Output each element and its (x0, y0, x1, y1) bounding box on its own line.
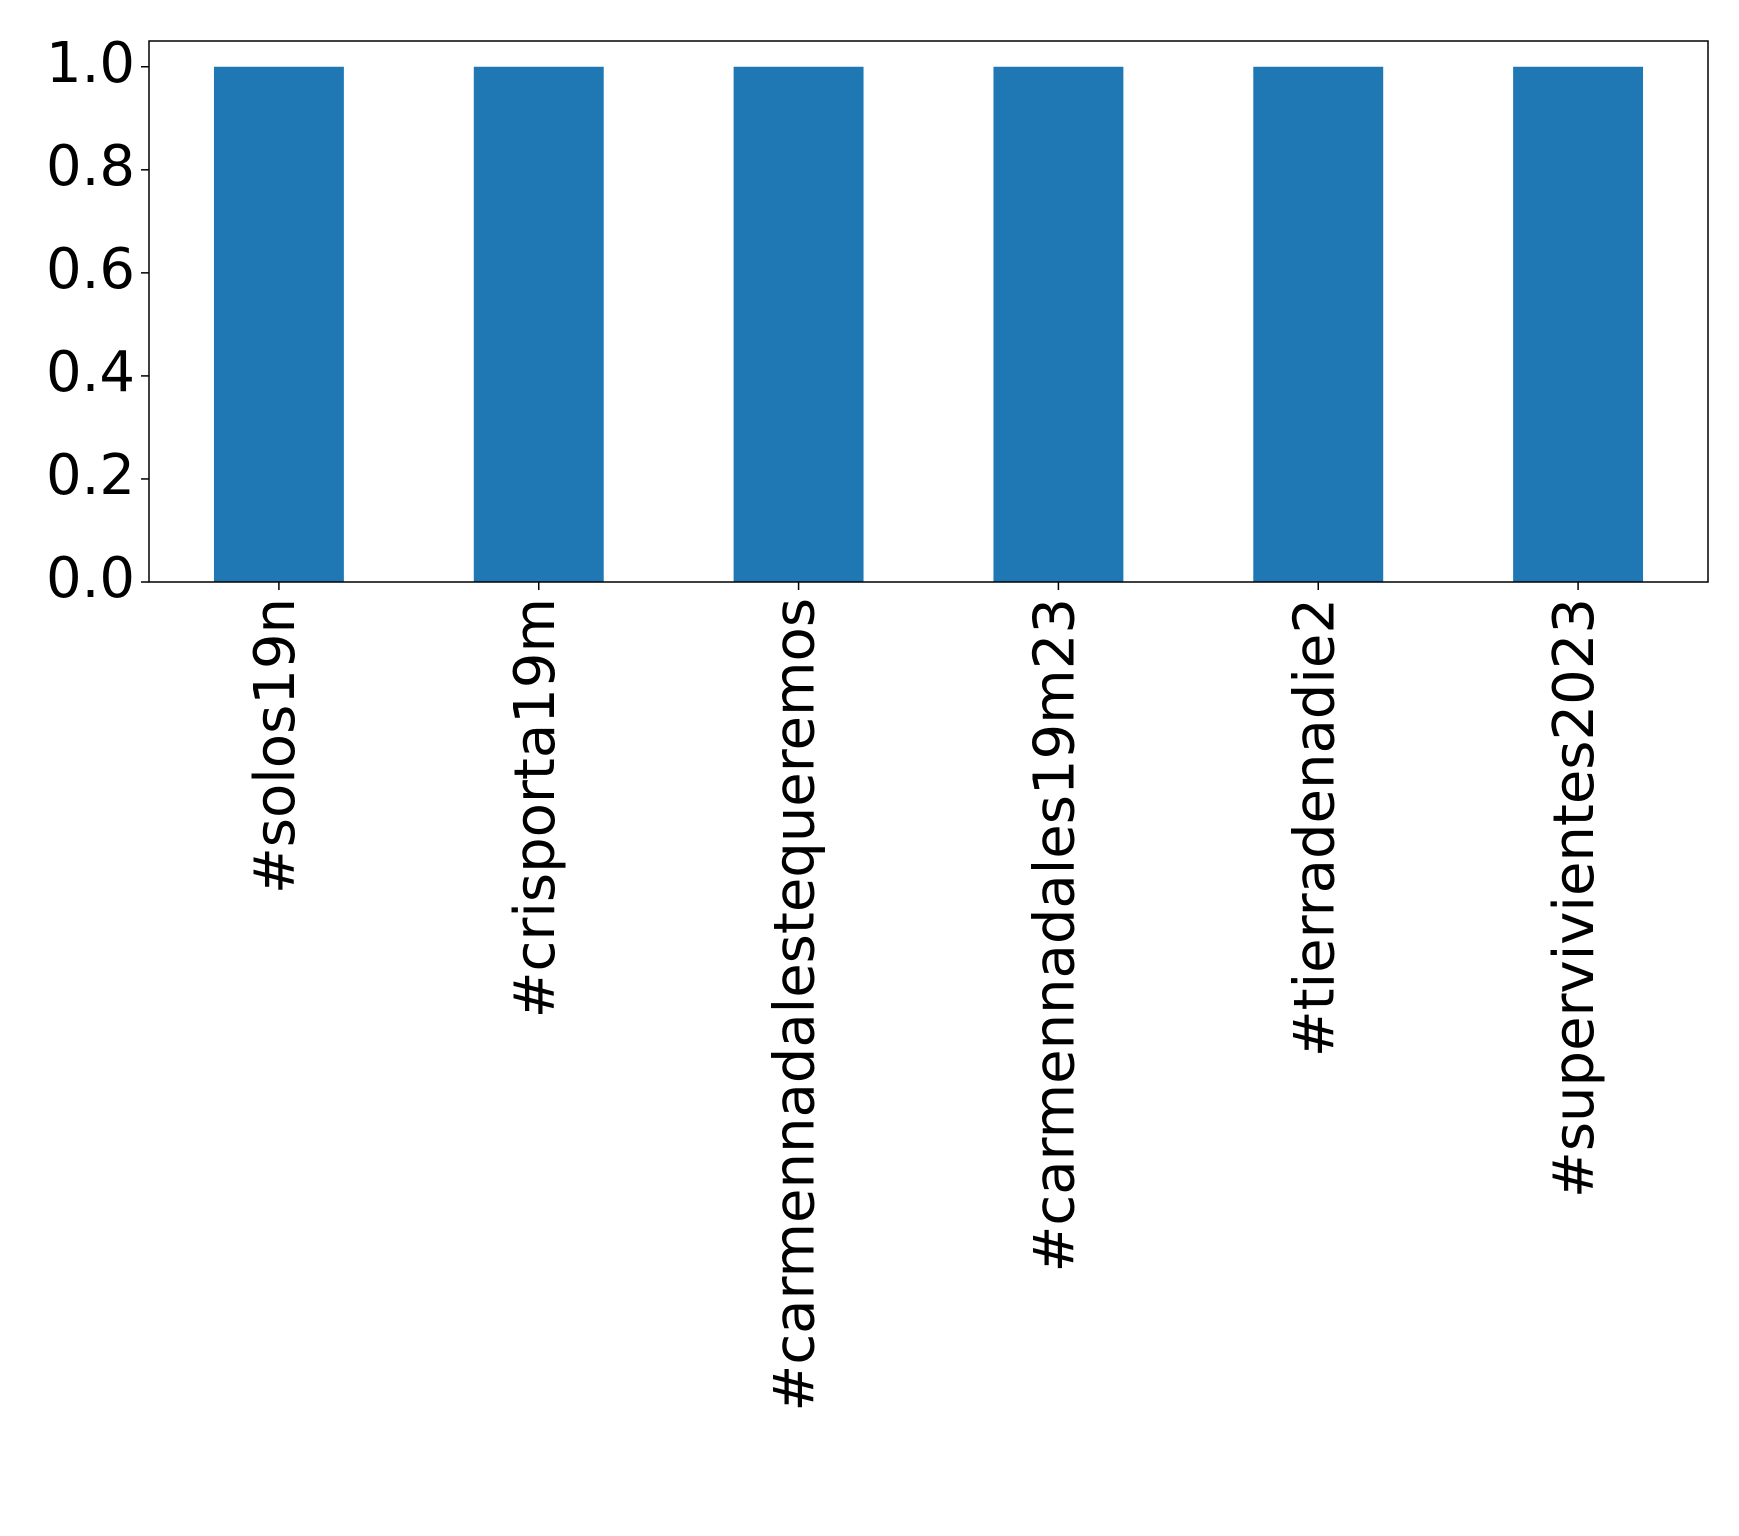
plot-frame (148, 40, 1709, 583)
x-tick-label: #crisporta19m (503, 598, 568, 1018)
x-tick-label: #carmennadales19m23 (1023, 598, 1088, 1273)
x-tick-label: #supervivientes2023 (1542, 598, 1607, 1198)
bar (1513, 66, 1644, 582)
y-tick-label: 0.2 (46, 443, 135, 508)
x-tick-label: #tierradenadie2 (1282, 598, 1347, 1057)
bar (213, 66, 344, 582)
y-tick-label: 0.8 (46, 134, 135, 199)
x-tick-label: #solos19n (243, 598, 308, 894)
y-tick-label: 0.6 (46, 237, 135, 302)
y-tick-label: 1.0 (46, 31, 135, 96)
x-tick-label: #carmennadalestequeremos (763, 598, 828, 1412)
bar (473, 66, 604, 582)
y-tick-label: 0.0 (46, 546, 135, 611)
y-tick-label: 0.4 (46, 340, 135, 405)
bar (993, 66, 1124, 582)
bar (1253, 66, 1384, 582)
bar (733, 66, 864, 582)
